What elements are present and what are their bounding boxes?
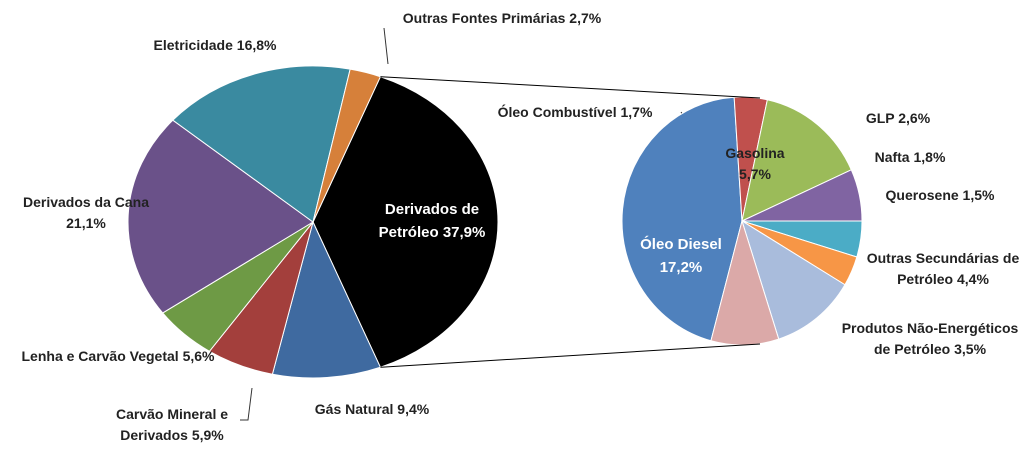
category-name: Gás Natural [314,401,394,417]
category-name: Óleo Diesel [640,236,722,253]
pie-slice [621,96,743,342]
connector-line [380,343,761,368]
value-label: 2,6% [898,110,931,126]
slice-label: Querosene 1,5% [870,185,1010,206]
leader-line [383,27,389,65]
slice-label: Gás Natural 9,4% [272,399,472,420]
connector-line [380,76,761,99]
slice-label: Carvão Mineral e Derivados 5,9% [102,404,242,446]
value-label: 17,2% [659,259,703,276]
value-label: 1,7% [620,104,653,120]
pie-slice [127,119,314,314]
value-label: 4,4% [956,271,989,287]
value-label: 3,5% [954,341,987,357]
category-name: GLP [865,110,895,126]
value-label: 5,7% [739,166,771,182]
category-name: Gasolina [725,145,785,161]
pie-slice [312,76,499,368]
pie-slice [312,68,382,223]
value-label: 37,9% [442,224,486,241]
pie-slice [741,99,852,222]
slice-label: Nafta 1,8% [850,147,970,168]
slice-label: Outras Secundárias de Petróleo 4,4% [858,248,1028,290]
category-name: Outras Secundárias de Petróleo [866,250,1020,287]
category-name: Derivados de Petróleo [378,201,480,241]
slice-label: Eletricidade 16,8% [115,35,315,56]
pie-slice [271,220,382,379]
value-label: 21,1% [66,215,106,231]
slice-label: Produtos Não-Energéticos de Petróleo 3,5… [840,318,1020,360]
value-label: 2,7% [569,10,602,26]
category-name: Querosene [885,187,959,203]
value-label: 16,8% [236,37,277,53]
slice-label: Gasolina 5,7% [715,143,795,185]
slice-label: Derivados da Cana 21,1% [11,192,161,234]
slice-label: Óleo Diesel 17,2% [626,233,736,279]
slice-label: Lenha e Carvão Vegetal 5,6% [18,346,218,367]
category-name: Nafta [874,149,910,165]
slice-label: GLP 2,6% [838,108,958,129]
category-name: Derivados da Cana [22,194,150,210]
category-name: Lenha e Carvão Vegetal [21,348,179,364]
pie-slice [741,219,846,340]
category-name: Carvão Mineral e Derivados [115,406,229,443]
slice-label: Óleo Combustível 1,7% [460,102,690,123]
slice-label: Outras Fontes Primárias 2,7% [402,8,602,29]
value-label: 5,6% [182,348,215,364]
category-name: Eletricidade [153,37,233,53]
value-label: 5,9% [191,427,224,443]
category-name: Óleo Combustível [497,104,617,120]
value-label: 1,8% [913,149,946,165]
category-name: Produtos Não-Energéticos de Petróleo [841,320,1019,357]
pie-slice [172,65,351,223]
value-label: 9,4% [397,401,430,417]
category-name: Outras Fontes Primárias [402,10,566,26]
slice-label: Derivados de Petróleo 37,9% [362,198,502,244]
leader-line [240,387,253,421]
value-label: 1,5% [962,187,995,203]
